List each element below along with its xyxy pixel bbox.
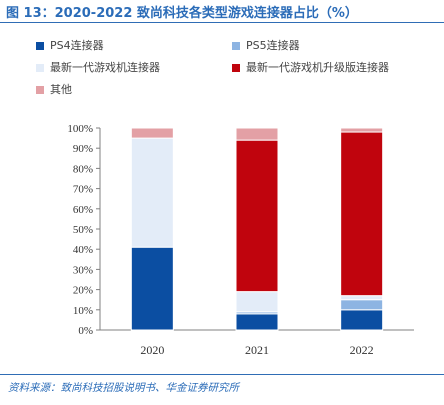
y-tick-label: 40% bbox=[73, 244, 93, 256]
title-bar: 图 13：2020-2022 致尚科技各类型游戏连接器占比（%） bbox=[0, 0, 444, 23]
legend-swatch-ps5 bbox=[232, 42, 240, 50]
source-note: 资料来源：致尚科技招股说明书、华金证券研究所 bbox=[8, 382, 239, 394]
y-tick-label: 100% bbox=[67, 123, 93, 135]
legend-item-ps5: PS5连接器 bbox=[232, 40, 300, 52]
bar-segment-2020-series-4 bbox=[130, 127, 174, 139]
y-tick-label: 60% bbox=[73, 204, 93, 216]
stacked-bar-chart: 0% 10% 20% 30% 40% 50% 60% 70% 80% 90% 100% 2020 202… bbox=[67, 123, 414, 357]
legend-label-latest-console-upgrade: 最新一代游戏机升级版连接器 bbox=[246, 61, 389, 74]
bar-segment-2022-series-3 bbox=[340, 131, 384, 297]
bar-segment-2022-series-1 bbox=[340, 299, 384, 311]
y-tick-label: 90% bbox=[73, 143, 93, 155]
legend-item-other: 其他 bbox=[36, 84, 72, 96]
bar-segment-2020-series-2 bbox=[130, 137, 174, 248]
legend-label-ps5: PS5连接器 bbox=[246, 39, 300, 52]
y-tick-label: 80% bbox=[73, 163, 93, 175]
legend-item-latest-console: 最新一代游戏机连接器 bbox=[36, 62, 160, 74]
bar-segment-2021-series-0 bbox=[235, 313, 279, 331]
bar-segment-2021-series-2 bbox=[235, 291, 279, 313]
y-tick-label: 20% bbox=[73, 285, 93, 297]
legend-swatch-ps4 bbox=[36, 42, 44, 50]
legend-item-ps4: PS4连接器 bbox=[36, 40, 104, 52]
legend: PS4连接器 PS5连接器 最新一代游戏机连接器 最新一代游戏机升级版连接器 其… bbox=[36, 38, 436, 118]
x-tick-label: 2021 bbox=[245, 343, 269, 357]
bar-segment-2021-series-4 bbox=[235, 127, 279, 141]
chart-title: 图 13：2020-2022 致尚科技各类型游戏连接器占比（%） bbox=[6, 6, 358, 21]
legend-swatch-latest-console bbox=[36, 64, 44, 72]
legend-item-latest-console-upgrade: 最新一代游戏机升级版连接器 bbox=[232, 62, 389, 74]
legend-swatch-other bbox=[36, 86, 44, 94]
x-tick-label: 2022 bbox=[350, 343, 374, 357]
legend-label-latest-console: 最新一代游戏机连接器 bbox=[50, 61, 160, 74]
y-tick-label: 70% bbox=[73, 184, 93, 196]
legend-swatch-latest-console-upgrade bbox=[232, 64, 240, 72]
bar-segment-2021-series-3 bbox=[235, 139, 279, 293]
y-tick-label: 10% bbox=[73, 305, 93, 317]
legend-label-ps4: PS4连接器 bbox=[50, 39, 104, 52]
bar-segment-2022-series-4 bbox=[340, 127, 384, 133]
bar-segment-2022-series-0 bbox=[340, 309, 384, 331]
bar-segment-2022-series-2 bbox=[340, 295, 384, 301]
y-tick-label: 30% bbox=[73, 264, 93, 276]
x-tick-label: 2020 bbox=[140, 343, 164, 357]
y-tick-label: 50% bbox=[73, 224, 93, 236]
source-bar: 资料来源：致尚科技招股说明书、华金证券研究所 bbox=[0, 374, 444, 405]
legend-label-other: 其他 bbox=[50, 83, 72, 96]
bar-segment-2020-series-0 bbox=[130, 246, 174, 331]
y-tick-label: 0% bbox=[78, 325, 93, 337]
